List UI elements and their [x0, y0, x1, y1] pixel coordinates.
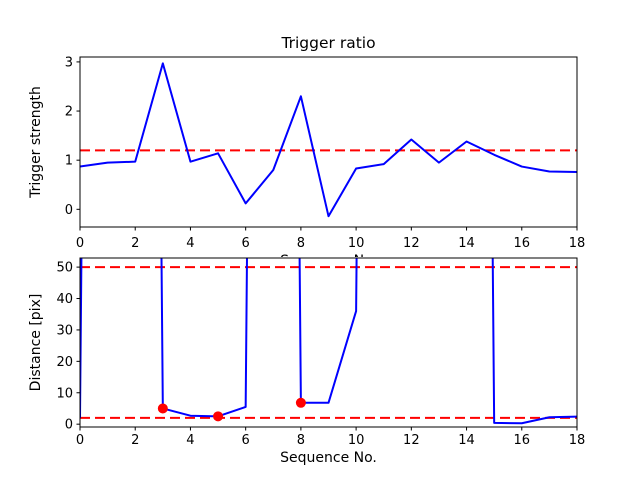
trigger-ratio-x-tick-label: 14: [458, 236, 475, 251]
trigger-ratio-x-tick-label: 16: [514, 236, 531, 251]
distance-y-tick-label: 10: [56, 386, 73, 401]
distance-x-tick-label: 18: [569, 433, 586, 448]
trigger-ratio-x-tick-label: 8: [297, 236, 305, 251]
distance-x-tick-label: 6: [242, 433, 250, 448]
distance-x-tick-label: 0: [76, 433, 84, 448]
trigger-ratio-x-tick-label: 4: [186, 236, 194, 251]
distance-y-axis-label: Distance [pix]: [28, 294, 44, 392]
distance-x-tick-label: 12: [403, 433, 420, 448]
distance-x-tick-label: 10: [348, 433, 365, 448]
trigger-ratio-x-tick-label: 12: [403, 236, 420, 251]
distance-x-tick-label: 14: [458, 433, 475, 448]
trigger-ratio-x-tick-label: 0: [76, 236, 84, 251]
trigger-ratio-x-tick-label: 18: [569, 236, 586, 251]
distance-y-tick-label: 0: [65, 418, 73, 433]
distance-marker-dot: [157, 403, 168, 414]
distance-marker-dot: [295, 397, 306, 408]
trigger-ratio-plot-background: [79, 56, 578, 228]
distance-axes-frame: [79, 257, 578, 428]
distance-marker-dot: [213, 411, 224, 422]
trigger-ratio-y-tick-label: 0: [65, 203, 73, 218]
trigger-ratio-x-tick-label: 2: [131, 236, 139, 251]
trigger-ratio-data-line: [80, 62, 577, 218]
distance-y-tick-label: 50: [56, 261, 73, 276]
trigger-ratio-axes-frame: [79, 56, 578, 228]
trigger-ratio-y-tick-label: 1: [65, 154, 73, 169]
trigger-ratio-chart-title: Trigger ratio: [280, 34, 375, 52]
distance-x-tick-label: 8: [297, 433, 305, 448]
distance-x-tick-label: 4: [186, 433, 194, 448]
distance-y-tick-label: 30: [56, 323, 73, 338]
distance-x-axis-label: Sequence No.: [280, 450, 377, 466]
trigger-ratio-x-tick-label: 6: [242, 236, 250, 251]
trigger-ratio-x-tick-label: 10: [348, 236, 365, 251]
distance-y-tick-label: 20: [56, 355, 73, 370]
distance-x-tick-label: 2: [131, 433, 139, 448]
distance-y-tick-label: 40: [56, 292, 73, 307]
trigger-ratio-y-axis-label: Trigger strength: [28, 86, 44, 199]
trigger-ratio-y-tick-label: 2: [65, 105, 73, 120]
distance-x-tick-label: 16: [514, 433, 531, 448]
trigger-ratio-y-tick-label: 3: [65, 55, 73, 70]
